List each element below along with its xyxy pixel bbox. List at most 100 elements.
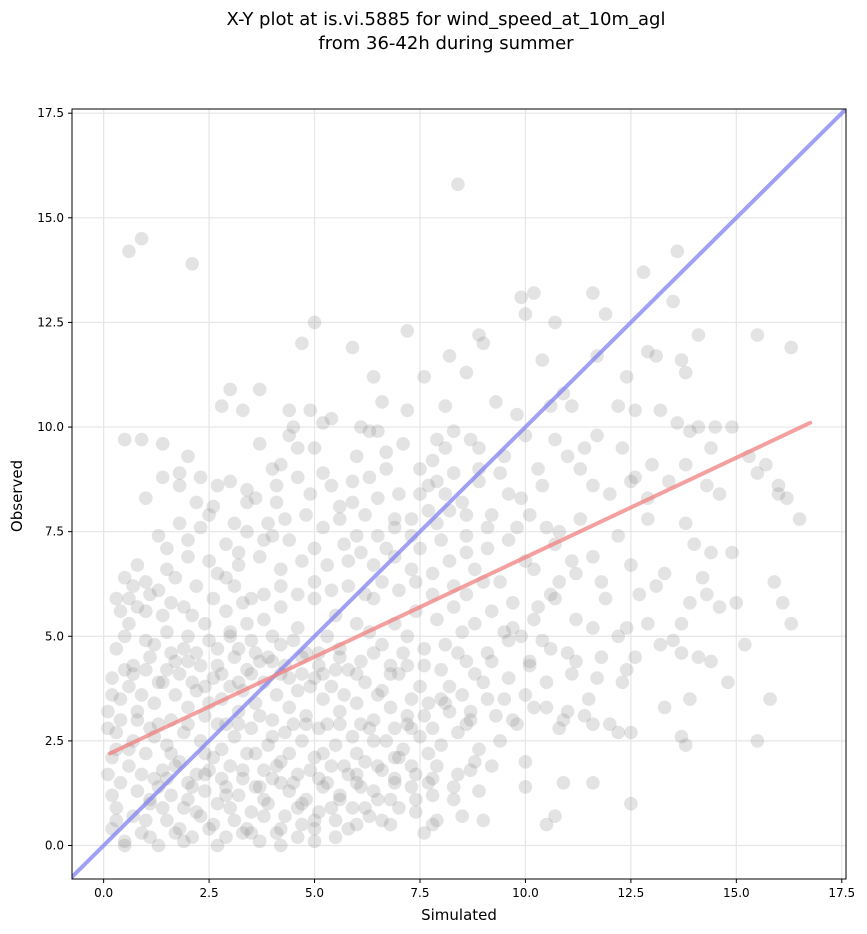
data-point-249: [189, 683, 204, 698]
data-point-410: [236, 826, 250, 840]
data-point-356: [147, 771, 162, 786]
data-point-192: [569, 612, 583, 627]
data-point-314: [227, 729, 242, 744]
data-point-209: [522, 658, 537, 673]
data-point-497: [392, 801, 406, 815]
data-point-629: [286, 420, 301, 434]
data-point-286: [265, 713, 280, 727]
data-point-32: [417, 370, 432, 384]
data-point-41: [354, 420, 368, 434]
data-point-459: [349, 746, 364, 761]
data-point-89: [210, 478, 225, 493]
data-point-216: [375, 637, 389, 652]
data-point-207: [569, 654, 583, 669]
data-point-525: [396, 437, 410, 451]
data-point-403: [117, 834, 132, 849]
data-point-8: [527, 286, 541, 300]
data-point-136: [468, 562, 482, 577]
data-point-139: [404, 562, 419, 577]
data-point-48: [611, 399, 625, 413]
data-point-608: [603, 717, 617, 731]
data-point-463: [421, 746, 436, 761]
data-point-212: [459, 654, 474, 669]
data-point-636: [139, 575, 153, 589]
data-point-610: [400, 658, 415, 673]
data-point-268: [539, 700, 554, 715]
data-point-61: [700, 478, 714, 493]
data-point-199: [775, 596, 790, 610]
data-point-176: [257, 612, 271, 627]
data-point-167: [480, 541, 495, 556]
data-point-50: [653, 403, 668, 418]
data-point-133: [531, 600, 545, 614]
data-point-182: [366, 591, 381, 606]
data-point-170: [139, 604, 153, 618]
data-point-332: [139, 746, 153, 761]
data-point-555: [244, 667, 259, 681]
data-point-163: [379, 541, 394, 556]
data-point-630: [265, 462, 280, 476]
data-point-194: [619, 621, 634, 635]
data-point-537: [337, 537, 351, 551]
data-point-670: [274, 776, 288, 790]
data-point-273: [657, 700, 672, 715]
data-point-217: [354, 654, 368, 669]
data-point-166: [459, 545, 474, 560]
data-point-263: [434, 692, 448, 706]
data-point-122: [641, 512, 655, 526]
data-point-387: [261, 796, 275, 811]
data-point-349: [430, 759, 444, 773]
data-point-128: [649, 579, 663, 593]
data-point-641: [105, 788, 119, 803]
data-point-119: [552, 524, 566, 539]
data-point-261: [392, 667, 406, 681]
data-point-406: [168, 826, 183, 840]
data-point-576: [480, 520, 495, 535]
data-point-504: [324, 583, 339, 598]
data-point-485: [189, 805, 204, 819]
data-point-64: [624, 474, 638, 489]
data-point-660: [349, 667, 364, 681]
data-point-62: [678, 457, 693, 472]
data-point-674: [349, 767, 364, 782]
data-point-437: [320, 717, 335, 731]
data-point-105: [202, 508, 216, 522]
data-point-628: [316, 416, 330, 430]
data-point-109: [299, 508, 313, 522]
x-axis-ticks: 0.0 2.5 5.0 7.5 10.0 12.5 15.0 17.5: [94, 879, 855, 900]
data-point-467: [185, 780, 199, 794]
data-point-221: [274, 637, 288, 652]
data-point-58: [767, 575, 782, 589]
data-point-411: [252, 834, 267, 849]
data-point-275: [721, 675, 735, 690]
data-point-341: [290, 767, 305, 782]
data-point-238: [286, 633, 301, 648]
data-point-243: [514, 629, 528, 644]
data-point-264: [455, 688, 470, 702]
data-point-508: [392, 583, 406, 598]
chart-title-line-1: X-Y plot at is.vi.5885 for wind_speed_at…: [227, 9, 666, 30]
data-point-90: [189, 495, 204, 510]
data-point-562: [126, 667, 140, 681]
data-point-627: [261, 516, 275, 531]
data-point-637: [122, 591, 136, 606]
data-point-368: [349, 776, 364, 790]
data-point-69: [535, 478, 550, 493]
data-point-468: [202, 763, 216, 777]
data-point-247: [155, 675, 170, 690]
data-point-14: [518, 307, 533, 321]
data-point-277: [113, 692, 128, 706]
data-point-45: [510, 407, 524, 422]
data-point-214: [417, 658, 432, 673]
data-point-595: [560, 646, 575, 660]
data-point-145: [274, 562, 288, 577]
data-point-80: [349, 449, 364, 464]
data-point-95: [345, 474, 360, 489]
data-point-125: [704, 545, 718, 560]
data-point-442: [404, 692, 419, 706]
data-point-491: [290, 801, 305, 815]
data-point-364: [282, 784, 297, 798]
data-point-143: [320, 558, 335, 572]
data-point-24: [649, 349, 663, 363]
data-point-265: [476, 675, 491, 690]
